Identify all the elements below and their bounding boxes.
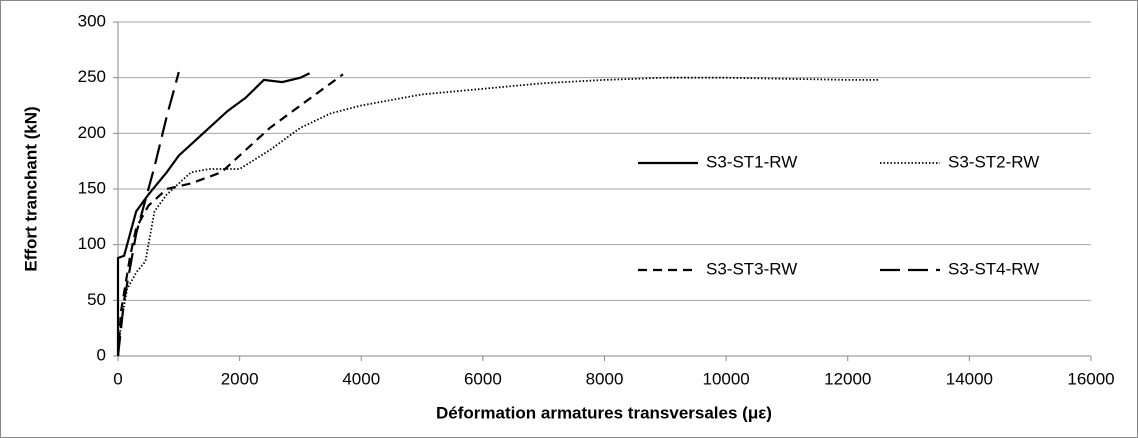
legend-label: S3-ST1-RW [706, 152, 797, 171]
y-tick-label: 150 [78, 178, 106, 197]
y-tick-label: 0 [97, 345, 106, 364]
x-tick-label: 8000 [586, 369, 624, 388]
x-tick-label: 0 [113, 369, 122, 388]
x-tick-label: 2000 [221, 369, 259, 388]
x-tick-label: 12000 [824, 369, 871, 388]
y-tick-label: 100 [78, 234, 106, 253]
x-axis-title: Déformation armatures transversales (με) [436, 403, 772, 422]
series-line [116, 72, 311, 356]
series-line [117, 76, 879, 357]
y-tick-label: 300 [78, 11, 106, 30]
legend-label: S3-ST2-RW [948, 152, 1039, 171]
x-tick-label: 16000 [1067, 369, 1114, 388]
series-line [116, 71, 180, 357]
legend-label: S3-ST4-RW [948, 259, 1039, 278]
y-tick-label: 50 [87, 290, 106, 309]
x-tick-label: 6000 [464, 369, 502, 388]
x-tick-label: 10000 [702, 369, 749, 388]
y-tick-label: 200 [78, 123, 106, 142]
y-tick-label: 250 [78, 67, 106, 86]
legend-label: S3-ST3-RW [706, 259, 797, 278]
x-tick-label: 14000 [946, 369, 993, 388]
y-axis-title: Effort tranchant (kN) [21, 106, 40, 271]
x-tick-label: 4000 [342, 369, 380, 388]
